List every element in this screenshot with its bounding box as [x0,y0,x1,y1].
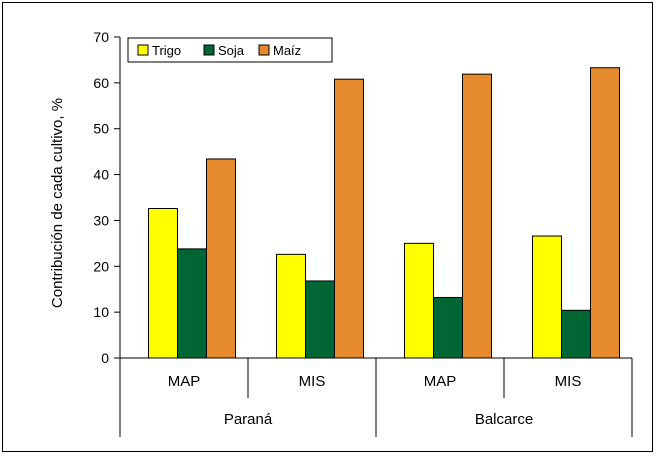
legend-label-maíz: Maíz [273,43,301,58]
legend-swatch-soja [203,44,215,56]
bar-trigo-2 [404,242,434,359]
legend-label-soja: Soja [218,43,245,58]
y-tick-label: 70 [93,29,109,45]
bar-maíz-3 [590,67,620,359]
y-ticks-layer: 0 10 20 30 40 50 60 70 [93,29,120,366]
bars-layer [148,67,620,359]
x-category-label: MAP [424,373,457,390]
bar-maíz-2 [462,73,492,359]
chart-frame [2,2,653,452]
x-group-label: Paraná [224,411,273,428]
x-categories-layer: MAP MIS MAP MIS Paraná Balcarce [119,358,633,437]
y-tick-label: 20 [93,258,109,274]
x-category-label: MIS [299,373,326,390]
x-category-label: MAP [168,373,201,390]
y-tick-label: 30 [93,212,109,228]
bar-trigo-0 [148,208,178,359]
legend-label-trigo: Trigo [152,43,181,58]
legend: Trigo Soja Maíz [127,37,333,63]
bar-soja-0 [177,248,207,359]
bar-maíz-1 [334,78,364,359]
legend-box [127,37,333,63]
legend-swatch-maíz [258,44,270,56]
y-tick-label: 60 [93,75,109,91]
bar-maíz-0 [206,158,236,359]
x-group-label: Balcarce [475,411,533,428]
bar-soja-3 [561,309,591,359]
y-tick-label: 10 [93,304,109,320]
y-axis-title: Contribución de cada cultivo, % [49,98,66,308]
y-tick-label: 0 [101,350,109,366]
bar-soja-1 [305,280,335,359]
bar-trigo-3 [532,235,562,359]
bar-trigo-1 [276,253,306,359]
x-category-label: MIS [555,373,582,390]
y-tick-label: 50 [93,121,109,137]
y-tick-label: 40 [93,167,109,183]
legend-swatch-trigo [137,44,149,56]
bar-soja-2 [433,296,463,359]
